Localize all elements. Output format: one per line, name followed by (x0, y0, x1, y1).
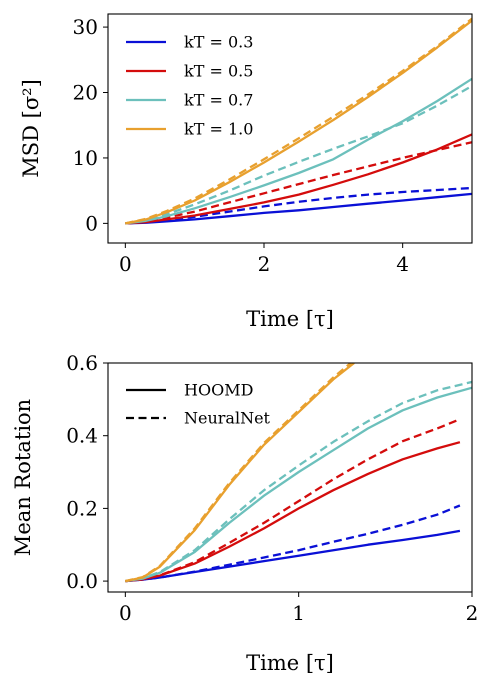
series-line-3-dashed (125, 141, 472, 225)
y-tick-label: 0 (85, 211, 98, 235)
x-tick-label: 0 (119, 252, 132, 276)
legend-label: kT = 1.0 (184, 120, 253, 139)
plot-frame (107, 13, 473, 244)
y-axis-label: Mean Rotation (11, 399, 35, 556)
series-line-4-solid (125, 386, 472, 583)
legend-label: NeuralNet (184, 409, 271, 428)
series-line-6-solid (125, 19, 472, 225)
series-line-7-dashed (125, 363, 352, 583)
series-line-0-solid (125, 529, 461, 583)
series-group (125, 17, 472, 225)
x-axis-label: Time [τ] (246, 307, 334, 331)
msd-chart: 0 2 4 0 10 20 30 Time [τ] MSD [σ²] kT = 0.3 kT = 0… (19, 13, 473, 331)
y-tick-label: 0.4 (66, 424, 98, 448)
legend-label: kT = 0.3 (184, 33, 253, 52)
series-line-3-dashed (125, 418, 461, 583)
y-tick-label: 0.2 (66, 496, 98, 520)
series-line-1-dashed (125, 504, 461, 583)
y-tick-label: 0.0 (66, 569, 98, 593)
series-line-7-dashed (125, 17, 472, 225)
y-tick-label: 30 (73, 15, 98, 39)
y-tick-label: 20 (73, 81, 98, 105)
series-group (125, 363, 472, 583)
y-axis-label: MSD [σ²] (19, 79, 43, 178)
y-tick-label: 0.6 (66, 351, 98, 375)
legend-label: kT = 0.5 (184, 62, 253, 81)
x-tick-label: 0 (119, 601, 132, 625)
x-tick-label: 2 (258, 252, 271, 276)
y-tick-label: 10 (73, 146, 98, 170)
series-line-2-solid (125, 133, 472, 225)
series-line-2-solid (125, 441, 461, 583)
x-tick-label: 2 (466, 601, 479, 625)
series-line-0-solid (125, 192, 472, 225)
series-line-5-dashed (125, 84, 472, 225)
legend-label: kT = 0.7 (184, 91, 253, 110)
plot-frame (107, 362, 473, 593)
series-line-4-solid (125, 77, 472, 225)
series-line-5-dashed (125, 380, 472, 583)
x-tick-label: 4 (396, 252, 409, 276)
x-axis-label: Time [τ] (246, 651, 334, 675)
legend-label: HOOMD (184, 381, 253, 400)
x-tick-label: 1 (292, 601, 305, 625)
rotation-chart: 0 1 2 0.0 0.2 0.4 0.6 Time [τ] Mean Rotation HOOM… (11, 351, 478, 675)
